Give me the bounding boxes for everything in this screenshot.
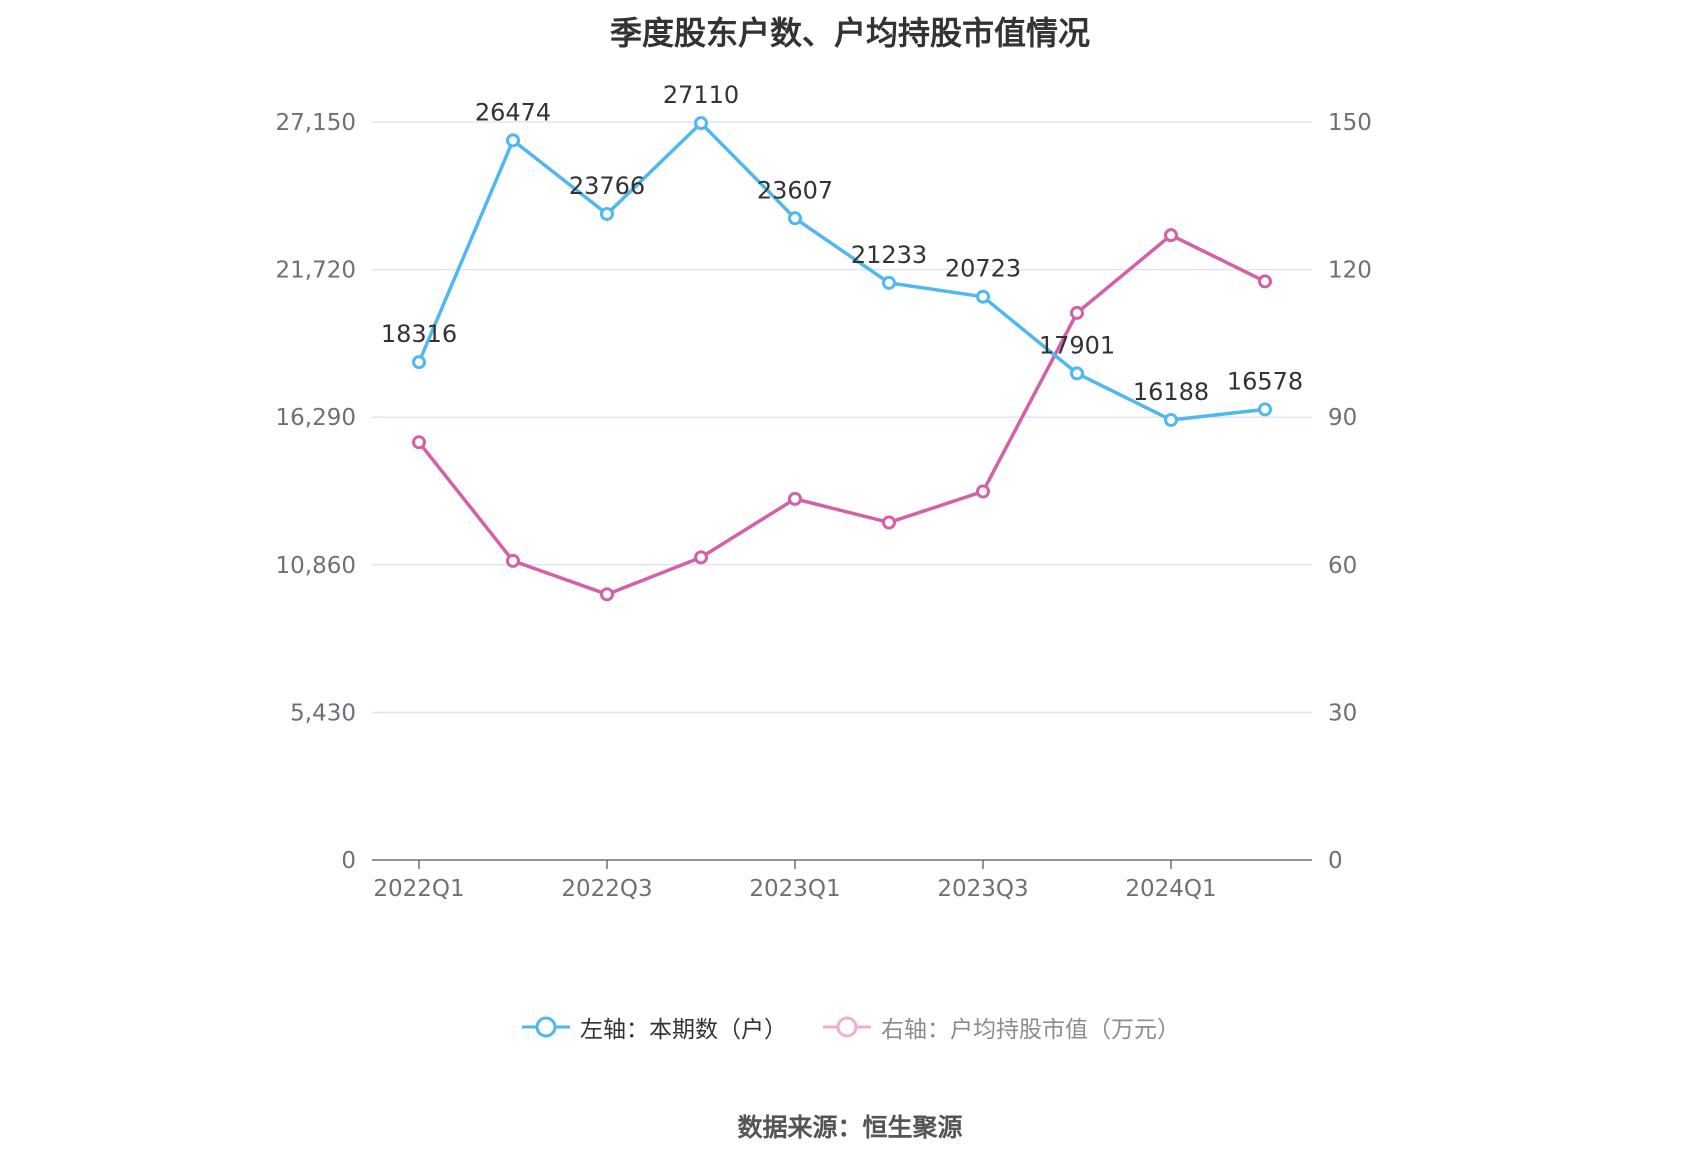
- data-label: 20723: [945, 255, 1021, 283]
- data-point: [1070, 305, 1084, 320]
- legend-item-right[interactable]: 右轴：户均持股市值（万元）: [821, 1010, 1180, 1044]
- y-right-tick-label: 150: [1328, 110, 1372, 136]
- y-left-tick-label: 10,860: [276, 553, 356, 579]
- y-right-tick-label: 90: [1328, 405, 1357, 431]
- data-point: [1070, 366, 1084, 381]
- data-point: [788, 211, 802, 226]
- data-label: 27110: [663, 81, 739, 109]
- x-tick-label: 2023Q3: [937, 876, 1028, 902]
- y-right-tick-label: 60: [1328, 553, 1357, 579]
- series-line: [417, 233, 1266, 597]
- chart-title: 季度股东户数、户均持股市值情况: [609, 14, 1090, 52]
- data-point: [1258, 402, 1272, 417]
- x-tick-label: 2024Q1: [1125, 876, 1216, 902]
- data-point: [882, 515, 896, 530]
- data-point: [694, 116, 708, 131]
- axis-layer: 0 0 5,430 30 10,860 60 16,290 90 21,720 120 27,150…: [276, 110, 1372, 902]
- legend-item-left[interactable]: 左轴：本期数（户）: [520, 1010, 787, 1044]
- data-label: 26474: [475, 98, 551, 126]
- legend-marker-left-icon: [522, 1016, 570, 1038]
- data-point: [506, 553, 520, 568]
- legend-label-right: 右轴：户均持股市值（万元）: [881, 1017, 1180, 1043]
- legend: 左轴：本期数（户） 右轴：户均持股市值（万元）: [0, 1010, 1700, 1044]
- data-label: 21233: [851, 241, 927, 269]
- legend-marker-right-icon: [823, 1016, 871, 1038]
- data-point: [1164, 228, 1178, 243]
- y-left-tick-label: 16,290: [276, 405, 356, 431]
- data-label: 18316: [381, 320, 457, 348]
- data-label: 16188: [1133, 378, 1209, 406]
- data-point: [1164, 412, 1178, 427]
- data-point: [506, 133, 520, 148]
- data-point: [976, 289, 990, 304]
- data-label: 23607: [757, 176, 833, 204]
- data-point: [412, 355, 426, 370]
- x-tick-label: 2022Q1: [373, 876, 464, 902]
- x-tick-label: 2023Q1: [749, 876, 840, 902]
- data-label: 23766: [569, 172, 645, 200]
- x-tick-label: 2022Q3: [561, 876, 652, 902]
- legend-label-left: 左轴：本期数（户）: [580, 1017, 787, 1043]
- data-label-layer: 18316 26474 23766 27110 23607 21233 20723 17901…: [381, 81, 1303, 406]
- series-line: [417, 121, 1266, 422]
- data-point: [976, 484, 990, 499]
- source-note: 数据来源：恒生聚源: [737, 1113, 963, 1142]
- y-left-tick-label: 27,150: [276, 110, 356, 136]
- data-point: [600, 587, 614, 602]
- y-right-tick-label: 30: [1328, 700, 1357, 726]
- y-left-tick-label: 0: [341, 848, 356, 874]
- y-right-tick-label: 0: [1328, 848, 1343, 874]
- data-label: 16578: [1227, 367, 1303, 395]
- data-point: [882, 275, 896, 290]
- series-layer: [412, 116, 1272, 602]
- data-point: [788, 491, 802, 506]
- data-point: [1258, 274, 1272, 289]
- data-point: [694, 550, 708, 565]
- y-left-tick-label: 21,720: [276, 258, 356, 284]
- y-left-tick-label: 5,430: [290, 700, 356, 726]
- data-point: [600, 206, 614, 221]
- data-label: 17901: [1039, 331, 1115, 359]
- y-right-tick-label: 120: [1328, 258, 1372, 284]
- data-point: [412, 435, 426, 450]
